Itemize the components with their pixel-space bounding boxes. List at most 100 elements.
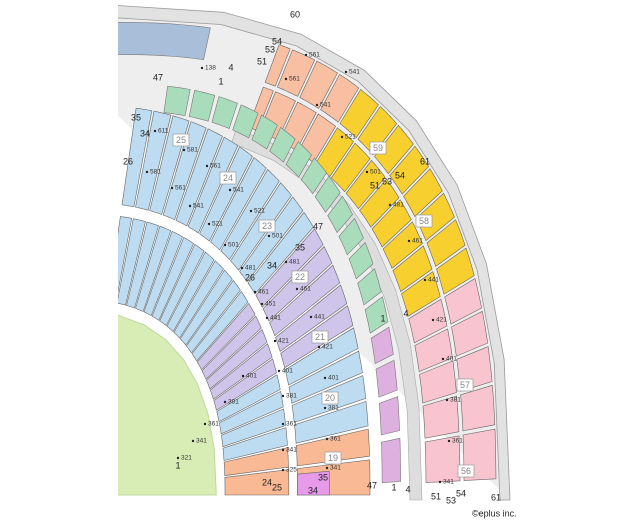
- stand-seat-block: [191, 290, 249, 362]
- stand-seat-block: [135, 110, 172, 211]
- stand-seat-block: [213, 358, 277, 411]
- box-seat-block: [269, 126, 296, 163]
- stand-seat-block: [255, 228, 324, 308]
- row-label: 361: [452, 438, 463, 445]
- box-seat-block: [300, 157, 327, 195]
- row-dot: [309, 315, 313, 319]
- stand-seat-block: [247, 211, 314, 295]
- row-dot: [323, 406, 327, 410]
- row-dot: [228, 188, 232, 192]
- block-label: 23: [262, 221, 272, 231]
- seat-number: 4: [405, 484, 410, 494]
- box-seat-block: [364, 296, 389, 334]
- seat-number: 35: [295, 242, 305, 252]
- seat-number: 61: [420, 156, 430, 166]
- row-dot: [431, 318, 435, 322]
- row-label: 521: [345, 134, 356, 141]
- seat-number: 1: [218, 76, 223, 86]
- row-label: 441: [270, 315, 281, 322]
- row-label: 441: [314, 314, 325, 321]
- upper-seat-block: [426, 219, 466, 267]
- block-label: 21: [315, 332, 325, 342]
- outer-band: [118, 5, 511, 501]
- row-label: 481: [289, 259, 300, 266]
- row-dot: [344, 70, 348, 74]
- box-seat-block: [327, 195, 353, 234]
- seat-number: 34: [308, 485, 318, 495]
- row-label: 421: [436, 317, 447, 324]
- seat-number: 26: [123, 156, 133, 166]
- row-label: 401: [328, 375, 339, 382]
- row-dot: [240, 266, 244, 270]
- row-label: 451: [265, 301, 276, 308]
- row-dot: [438, 480, 442, 484]
- seat-number: 34: [140, 128, 150, 138]
- stand-small-block: [296, 470, 330, 496]
- row-dot: [265, 316, 269, 320]
- box-seat-block: [357, 268, 382, 306]
- stand-seat-block: [201, 315, 262, 380]
- upper-seat-block: [382, 221, 423, 269]
- seat-number: 25: [272, 482, 282, 492]
- seat-number: 35: [318, 472, 328, 482]
- box-seat-block: [370, 326, 394, 365]
- stand-seat-block: [187, 136, 239, 234]
- stand-seat-block: [224, 469, 290, 496]
- row-label: 501: [272, 233, 283, 240]
- stand-seat-block: [118, 218, 146, 306]
- row-label: 325: [286, 467, 297, 474]
- row-dot: [325, 466, 329, 470]
- upper-seat-block: [401, 271, 441, 317]
- row-dot: [281, 422, 285, 426]
- row-label: 401: [446, 356, 457, 363]
- upper-strip: [118, 22, 211, 61]
- stand-seat-block: [126, 221, 159, 309]
- row-dot: [340, 135, 344, 139]
- row-dot: [188, 204, 192, 208]
- stand-seat-block: [179, 269, 233, 346]
- row-dot: [323, 376, 327, 380]
- stand-seat-block: [162, 121, 207, 221]
- upper-seat-block: [460, 384, 496, 432]
- row-label: 611: [158, 128, 169, 135]
- seat-number: 4: [403, 308, 408, 318]
- upper-seat-block: [264, 44, 291, 87]
- row-label: 461: [412, 238, 423, 245]
- row-label: 401: [282, 368, 293, 375]
- block-label-box: [311, 330, 329, 344]
- row-dot: [281, 468, 285, 472]
- upper-seat-block: [403, 168, 443, 217]
- upper-seat-block: [374, 124, 414, 175]
- upper-seat-block: [357, 106, 398, 156]
- block-label-box: [324, 451, 342, 465]
- row-dot: [223, 243, 227, 247]
- row-label: 561: [289, 76, 300, 83]
- block-label-box: [258, 219, 276, 233]
- row-dot: [388, 203, 392, 207]
- seat-number: 61: [491, 492, 501, 502]
- seat-number: 1: [175, 460, 180, 470]
- upper-seat-block: [414, 328, 453, 373]
- stand-seat-block: [218, 390, 284, 435]
- stand-seat-block: [295, 428, 370, 467]
- row-dot: [423, 278, 427, 282]
- box-seat-block: [379, 396, 400, 436]
- row-dot: [200, 66, 204, 70]
- copyright: ©eplus inc.: [472, 508, 517, 518]
- block-label: 24: [223, 173, 233, 183]
- row-label: 381: [450, 397, 461, 404]
- row-dot: [281, 394, 285, 398]
- row-label: 421: [278, 338, 289, 345]
- row-dot: [182, 148, 186, 152]
- stand-seat-block: [209, 343, 273, 400]
- row-dot: [295, 287, 299, 291]
- field: [118, 314, 217, 496]
- box-seat-block: [314, 175, 341, 213]
- stand-seat-block: [284, 327, 359, 386]
- row-label: 561: [175, 185, 186, 192]
- block-label-box: [369, 141, 387, 155]
- stand-seat-block: [216, 374, 281, 423]
- seat-number: 51: [370, 180, 380, 190]
- stand-seat-block: [118, 216, 133, 294]
